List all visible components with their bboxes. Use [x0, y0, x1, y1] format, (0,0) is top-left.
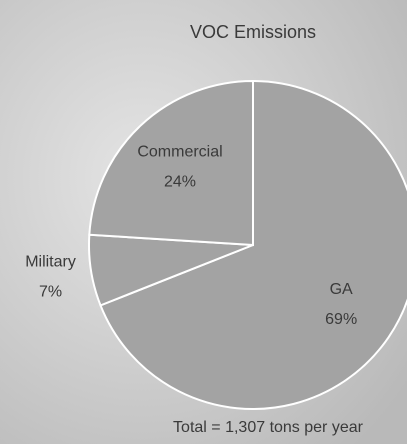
slice-label: Military — [25, 253, 76, 270]
slice-value-label: 69% — [325, 311, 357, 328]
slice-value-label: 24% — [164, 174, 196, 191]
slice-label: Commercial — [137, 144, 222, 161]
chart-title: VOC Emissions — [190, 22, 316, 42]
annotation: Total = 1,307 tons per year — [173, 419, 364, 436]
pie-slice — [88, 79, 254, 247]
slice-label: GA — [330, 281, 353, 298]
slice-value-label: 7% — [39, 283, 62, 300]
